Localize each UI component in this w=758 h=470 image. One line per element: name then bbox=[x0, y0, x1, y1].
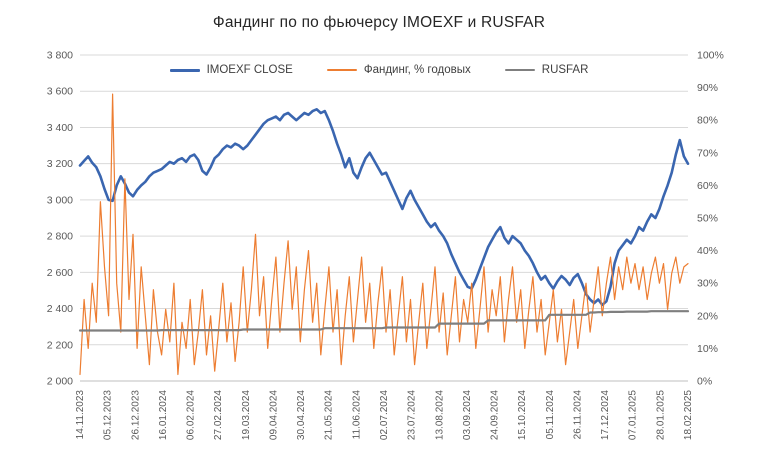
legend-item-imoexf-close: IMOEXF CLOSE bbox=[169, 64, 293, 76]
chart-title: Фандинг по по фьючерсу IMOEXF и RUSFAR bbox=[212, 14, 546, 31]
left-axis-tick-label: 2 600 bbox=[47, 267, 73, 279]
x-axis-tick-label: 15.10.2024 bbox=[517, 390, 528, 440]
legend-label-funding: Фандинг, % годовых bbox=[363, 64, 471, 76]
x-axis-tick-label: 14.11.2023 bbox=[75, 390, 86, 440]
right-axis-tick-label: 10% bbox=[697, 343, 718, 355]
x-axis-tick-label: 19.03.2024 bbox=[241, 390, 252, 440]
legend-line-sample-imoexf-close bbox=[169, 68, 200, 72]
left-axis-tick-label: 2 000 bbox=[47, 376, 73, 388]
left-axis-tick-label: 3 800 bbox=[47, 50, 73, 62]
right-axis-tick-label: 90% bbox=[697, 82, 718, 94]
x-axis-tick-label: 21.05.2024 bbox=[324, 390, 335, 440]
x-axis-tick-label: 07.01.2025 bbox=[628, 390, 639, 440]
left-axis-tick-label: 3 200 bbox=[47, 158, 73, 170]
left-axis-tick-label: 2 400 bbox=[47, 303, 73, 315]
left-axis-tick-label: 3 400 bbox=[47, 122, 73, 134]
x-axis-tick-label: 05.12.2023 bbox=[103, 390, 114, 440]
x-axis-tick-label: 28.01.2025 bbox=[655, 390, 666, 440]
legend-item-rusfar: RUSFAR bbox=[504, 64, 589, 76]
x-axis-tick-label: 18.02.2025 bbox=[683, 390, 694, 440]
x-axis-tick-label: 05.11.2024 bbox=[545, 390, 556, 440]
x-axis-tick-label: 13.08.2024 bbox=[434, 390, 445, 440]
series-line-rusfar bbox=[78, 310, 690, 332]
x-axis-tick-label: 02.07.2024 bbox=[379, 390, 390, 440]
x-axis-tick-label: 24.09.2024 bbox=[490, 390, 501, 440]
x-axis-tick-label: 26.11.2024 bbox=[572, 390, 583, 440]
right-axis-tick-label: 0% bbox=[697, 376, 712, 388]
x-axis-tick-label: 11.06.2024 bbox=[351, 390, 362, 440]
x-axis-tick-label: 16.01.2024 bbox=[158, 390, 169, 440]
legend-item-funding: Фандинг, % годовых bbox=[326, 64, 471, 76]
left-axis-tick-label: 3 000 bbox=[47, 194, 73, 206]
series-line-funding bbox=[79, 93, 689, 376]
right-axis-tick-label: 100% bbox=[697, 50, 724, 62]
x-axis-tick-label: 17.12.2024 bbox=[600, 390, 611, 440]
right-axis-tick-label: 40% bbox=[697, 245, 718, 257]
right-axis-tick-label: 50% bbox=[697, 213, 718, 225]
right-axis-tick-label: 70% bbox=[697, 147, 718, 159]
x-axis-tick-label: 26.12.2023 bbox=[130, 390, 141, 440]
x-axis-tick-label: 23.07.2024 bbox=[407, 390, 418, 440]
x-axis-tick-label: 03.09.2024 bbox=[462, 390, 473, 440]
legend-label-imoexf-close: IMOEXF CLOSE bbox=[206, 64, 293, 76]
x-axis-tick-label: 06.02.2024 bbox=[186, 390, 197, 440]
right-axis-tick-label: 80% bbox=[697, 115, 718, 127]
right-axis-tick-label: 20% bbox=[697, 310, 718, 322]
left-axis-tick-label: 2 200 bbox=[47, 339, 73, 351]
legend: IMOEXF CLOSE Фандинг, % годовых RUSFAR bbox=[0, 64, 758, 76]
right-axis-tick-label: 60% bbox=[697, 180, 718, 192]
legend-line-sample-rusfar bbox=[504, 69, 535, 71]
legend-label-rusfar: RUSFAR bbox=[541, 64, 589, 76]
right-axis-tick-label: 30% bbox=[697, 278, 718, 290]
left-axis-tick-label: 3 600 bbox=[47, 86, 73, 98]
x-axis-tick-label: 09.04.2024 bbox=[268, 390, 279, 440]
legend-line-sample-funding bbox=[326, 69, 357, 71]
left-axis-tick-label: 2 800 bbox=[47, 231, 73, 243]
x-axis-tick-label: 27.02.2024 bbox=[213, 390, 224, 440]
x-axis-tick-label: 30.04.2024 bbox=[296, 390, 307, 440]
